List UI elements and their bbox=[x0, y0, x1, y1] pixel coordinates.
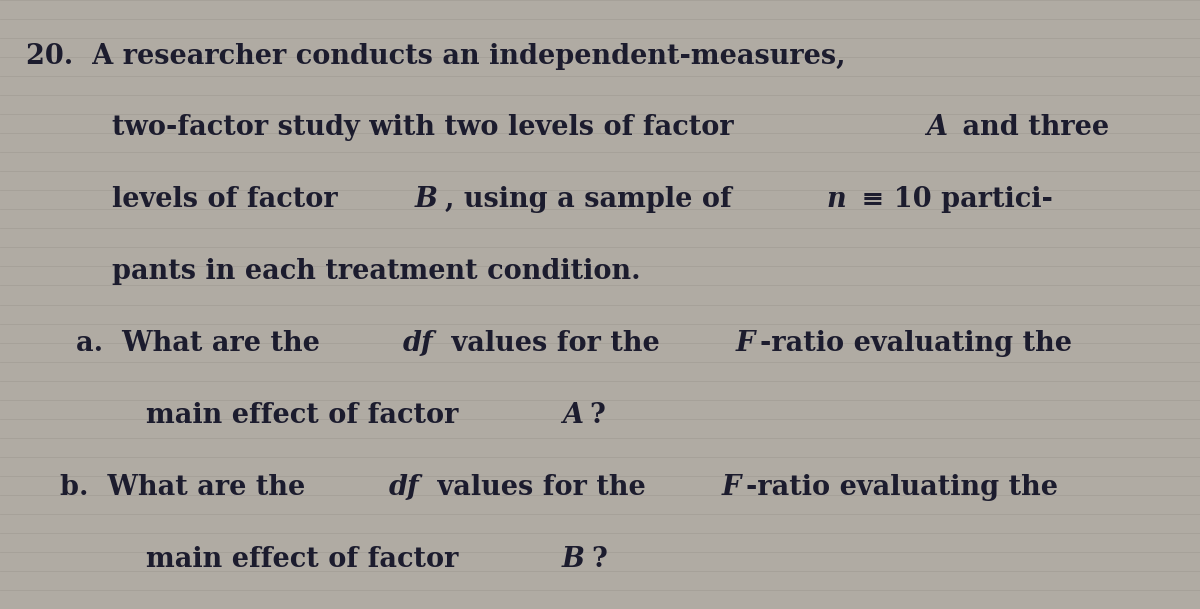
Text: , using a sample of: , using a sample of bbox=[444, 186, 740, 213]
Text: ?: ? bbox=[589, 402, 605, 429]
Text: 20.  A researcher conducts an independent-measures,: 20. A researcher conducts an independent… bbox=[26, 43, 846, 69]
Text: a.  What are the: a. What are the bbox=[76, 330, 329, 357]
Text: pants in each treatment condition.: pants in each treatment condition. bbox=[112, 258, 641, 285]
Text: F: F bbox=[721, 474, 740, 501]
Text: B: B bbox=[415, 186, 438, 213]
Text: F: F bbox=[736, 330, 755, 357]
Text: and three: and three bbox=[953, 114, 1109, 141]
Text: -ratio evaluating the: -ratio evaluating the bbox=[746, 474, 1058, 501]
Text: B: B bbox=[562, 546, 584, 572]
Text: values for the: values for the bbox=[428, 474, 655, 501]
Text: levels of factor: levels of factor bbox=[112, 186, 347, 213]
Text: ?: ? bbox=[592, 546, 607, 572]
Text: main effect of factor: main effect of factor bbox=[146, 546, 468, 572]
Text: ≡ 10 partici-: ≡ 10 partici- bbox=[852, 186, 1054, 213]
Text: main effect of factor: main effect of factor bbox=[146, 402, 468, 429]
Text: -ratio evaluating the: -ratio evaluating the bbox=[760, 330, 1072, 357]
Text: A: A bbox=[926, 114, 947, 141]
Text: two-factor study with two levels of factor: two-factor study with two levels of fact… bbox=[112, 114, 743, 141]
Text: df: df bbox=[402, 330, 433, 357]
Text: n: n bbox=[827, 186, 846, 213]
Text: A: A bbox=[562, 402, 583, 429]
Text: values for the: values for the bbox=[442, 330, 670, 357]
Text: b.  What are the: b. What are the bbox=[60, 474, 314, 501]
Text: df: df bbox=[389, 474, 419, 501]
